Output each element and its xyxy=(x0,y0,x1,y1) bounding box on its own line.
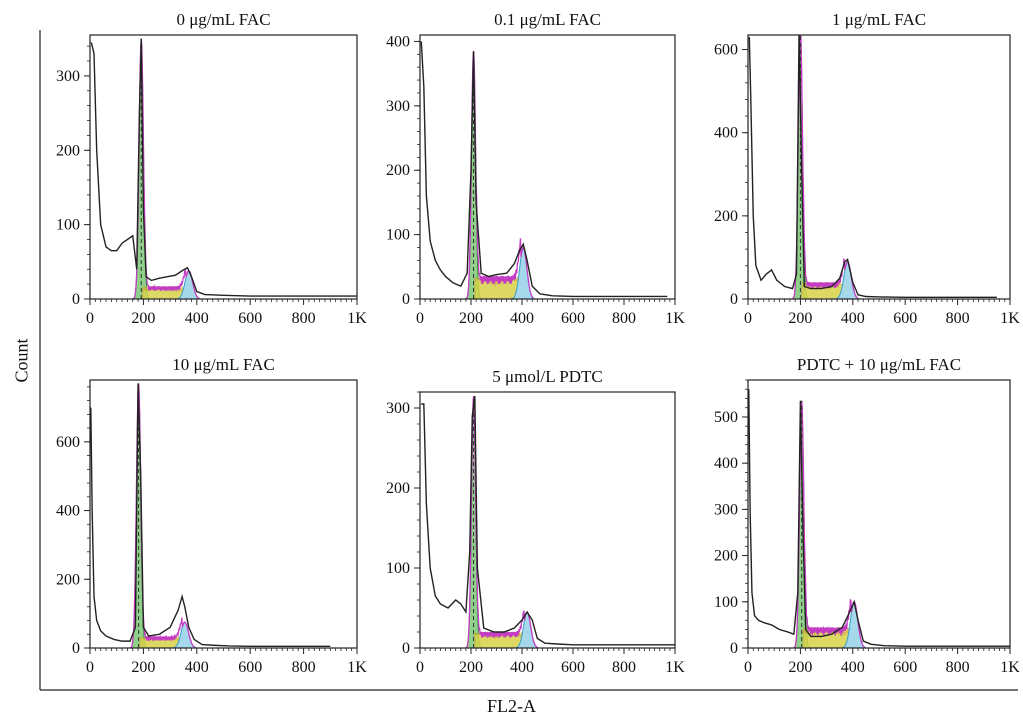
histogram-curve xyxy=(748,389,1010,647)
panel-plot-area xyxy=(748,389,1010,648)
panel-plot-area xyxy=(421,395,675,648)
x-tick-label: 800 xyxy=(292,659,316,676)
x-tick-label: 400 xyxy=(841,310,865,327)
x-tick-label: 200 xyxy=(131,310,155,327)
x-tick-label: 0 xyxy=(744,659,752,676)
y-tick-label: 400 xyxy=(386,33,410,50)
x-tick-label: 400 xyxy=(510,659,534,676)
y-tick-label: 300 xyxy=(56,68,80,85)
x-tick-label: 600 xyxy=(238,659,262,676)
histogram-panel-6: PDTC + 10 μg/mL FAC 0 200 400 600 800 1K 0 100 20… xyxy=(714,355,1020,676)
x-tick-label: 800 xyxy=(292,310,316,327)
panel-frame xyxy=(747,379,1011,649)
y-tick-label: 400 xyxy=(56,503,80,520)
y-tick-label: 300 xyxy=(386,98,410,115)
histogram-panel-3: 1 μg/mL FAC 0 200 400 600 800 1K 0 200 400 600 xyxy=(714,10,1020,327)
x-tick-label: 600 xyxy=(238,310,262,327)
x-tick-label: 0 xyxy=(744,310,752,327)
panel-title: PDTC + 10 μg/mL FAC xyxy=(797,355,961,374)
x-tick-label: 1K xyxy=(347,659,367,676)
x-tick-label: 200 xyxy=(459,659,483,676)
panel-frame xyxy=(419,34,676,300)
y-tick-label: 200 xyxy=(56,142,80,159)
x-tick-label: 400 xyxy=(841,659,865,676)
y-tick-label: 300 xyxy=(714,501,738,518)
x-tick-label: 200 xyxy=(788,310,812,327)
x-tick-label: 400 xyxy=(185,310,209,327)
histogram-panel-5: 5 μmol/L PDTC 0 200 400 600 800 1K 0 100 200 300 xyxy=(386,367,685,676)
panel-frame xyxy=(89,34,358,300)
x-tick-label: 200 xyxy=(459,310,483,327)
panel-plot-area xyxy=(420,41,668,299)
panel-frame xyxy=(89,379,358,649)
histogram-panel-2: 0.1 μg/mL FAC 0 200 400 600 800 1K 0 100 200 300 40… xyxy=(386,10,685,327)
x-tick-label: 800 xyxy=(612,659,636,676)
y-tick-label: 100 xyxy=(386,227,410,244)
x-tick-label: 800 xyxy=(612,310,636,327)
panel-plot-area xyxy=(90,38,357,299)
panel-title: 10 μg/mL FAC xyxy=(172,355,275,374)
x-tick-label: 1K xyxy=(665,659,685,676)
x-tick-label: 200 xyxy=(131,659,155,676)
y-tick-label: 100 xyxy=(386,560,410,577)
y-tick-label: 0 xyxy=(402,291,410,308)
y-tick-label: 400 xyxy=(714,455,738,472)
y-tick-label: 100 xyxy=(714,594,738,611)
panel-plot-area xyxy=(90,383,331,648)
panel-frame xyxy=(419,391,676,649)
y-tick-label: 200 xyxy=(714,548,738,565)
y-tick-label: 200 xyxy=(386,162,410,179)
y-tick-label: 0 xyxy=(402,640,410,657)
histogram-curve xyxy=(421,395,675,646)
panel-title: 0 μg/mL FAC xyxy=(176,10,270,29)
y-tick-label: 200 xyxy=(56,571,80,588)
y-tick-label: 500 xyxy=(714,409,738,426)
histogram-panel-1: 0 μg/mL FAC 0 200 400 600 800 1K 0 100 200 300 xyxy=(56,10,367,327)
y-tick-label: 0 xyxy=(72,640,80,657)
shared-x-axis-label: FL2-A xyxy=(487,696,536,716)
histogram-curve xyxy=(420,41,668,298)
y-tick-label: 600 xyxy=(714,42,738,59)
y-tick-label: 200 xyxy=(386,480,410,497)
histogram-curve xyxy=(90,38,357,297)
x-tick-label: 1K xyxy=(347,310,367,327)
model-envelope-line xyxy=(792,35,859,299)
x-tick-label: 0 xyxy=(416,659,424,676)
x-tick-label: 1K xyxy=(1000,659,1020,676)
panel-title: 5 μmol/L PDTC xyxy=(492,367,603,386)
histogram-curve xyxy=(748,35,997,299)
panel-plot-area xyxy=(748,35,997,299)
y-tick-label: 400 xyxy=(714,125,738,142)
x-tick-label: 600 xyxy=(561,659,585,676)
y-tick-label: 100 xyxy=(56,217,80,234)
y-tick-label: 0 xyxy=(730,291,738,308)
x-tick-label: 600 xyxy=(893,659,917,676)
panel-title: 0.1 μg/mL FAC xyxy=(494,10,601,29)
x-tick-label: 400 xyxy=(510,310,534,327)
y-tick-label: 200 xyxy=(714,208,738,225)
x-tick-label: 200 xyxy=(788,659,812,676)
x-tick-label: 400 xyxy=(185,659,209,676)
panel-title: 1 μg/mL FAC xyxy=(832,10,926,29)
x-tick-label: 600 xyxy=(893,310,917,327)
y-tick-label: 0 xyxy=(730,640,738,657)
histogram-curve xyxy=(90,383,331,647)
y-tick-label: 600 xyxy=(56,434,80,451)
x-tick-label: 1K xyxy=(665,310,685,327)
x-tick-label: 0 xyxy=(86,659,94,676)
x-tick-label: 0 xyxy=(86,310,94,327)
x-tick-label: 600 xyxy=(561,310,585,327)
x-tick-label: 1K xyxy=(1000,310,1020,327)
x-tick-label: 800 xyxy=(946,659,970,676)
y-tick-label: 300 xyxy=(386,400,410,417)
x-tick-label: 0 xyxy=(416,310,424,327)
x-tick-label: 800 xyxy=(946,310,970,327)
histogram-panel-4: 10 μg/mL FAC 0 200 400 600 800 1K 0 200 400 600 xyxy=(56,355,367,676)
panel-frame xyxy=(747,34,1011,300)
y-tick-label: 0 xyxy=(72,291,80,308)
